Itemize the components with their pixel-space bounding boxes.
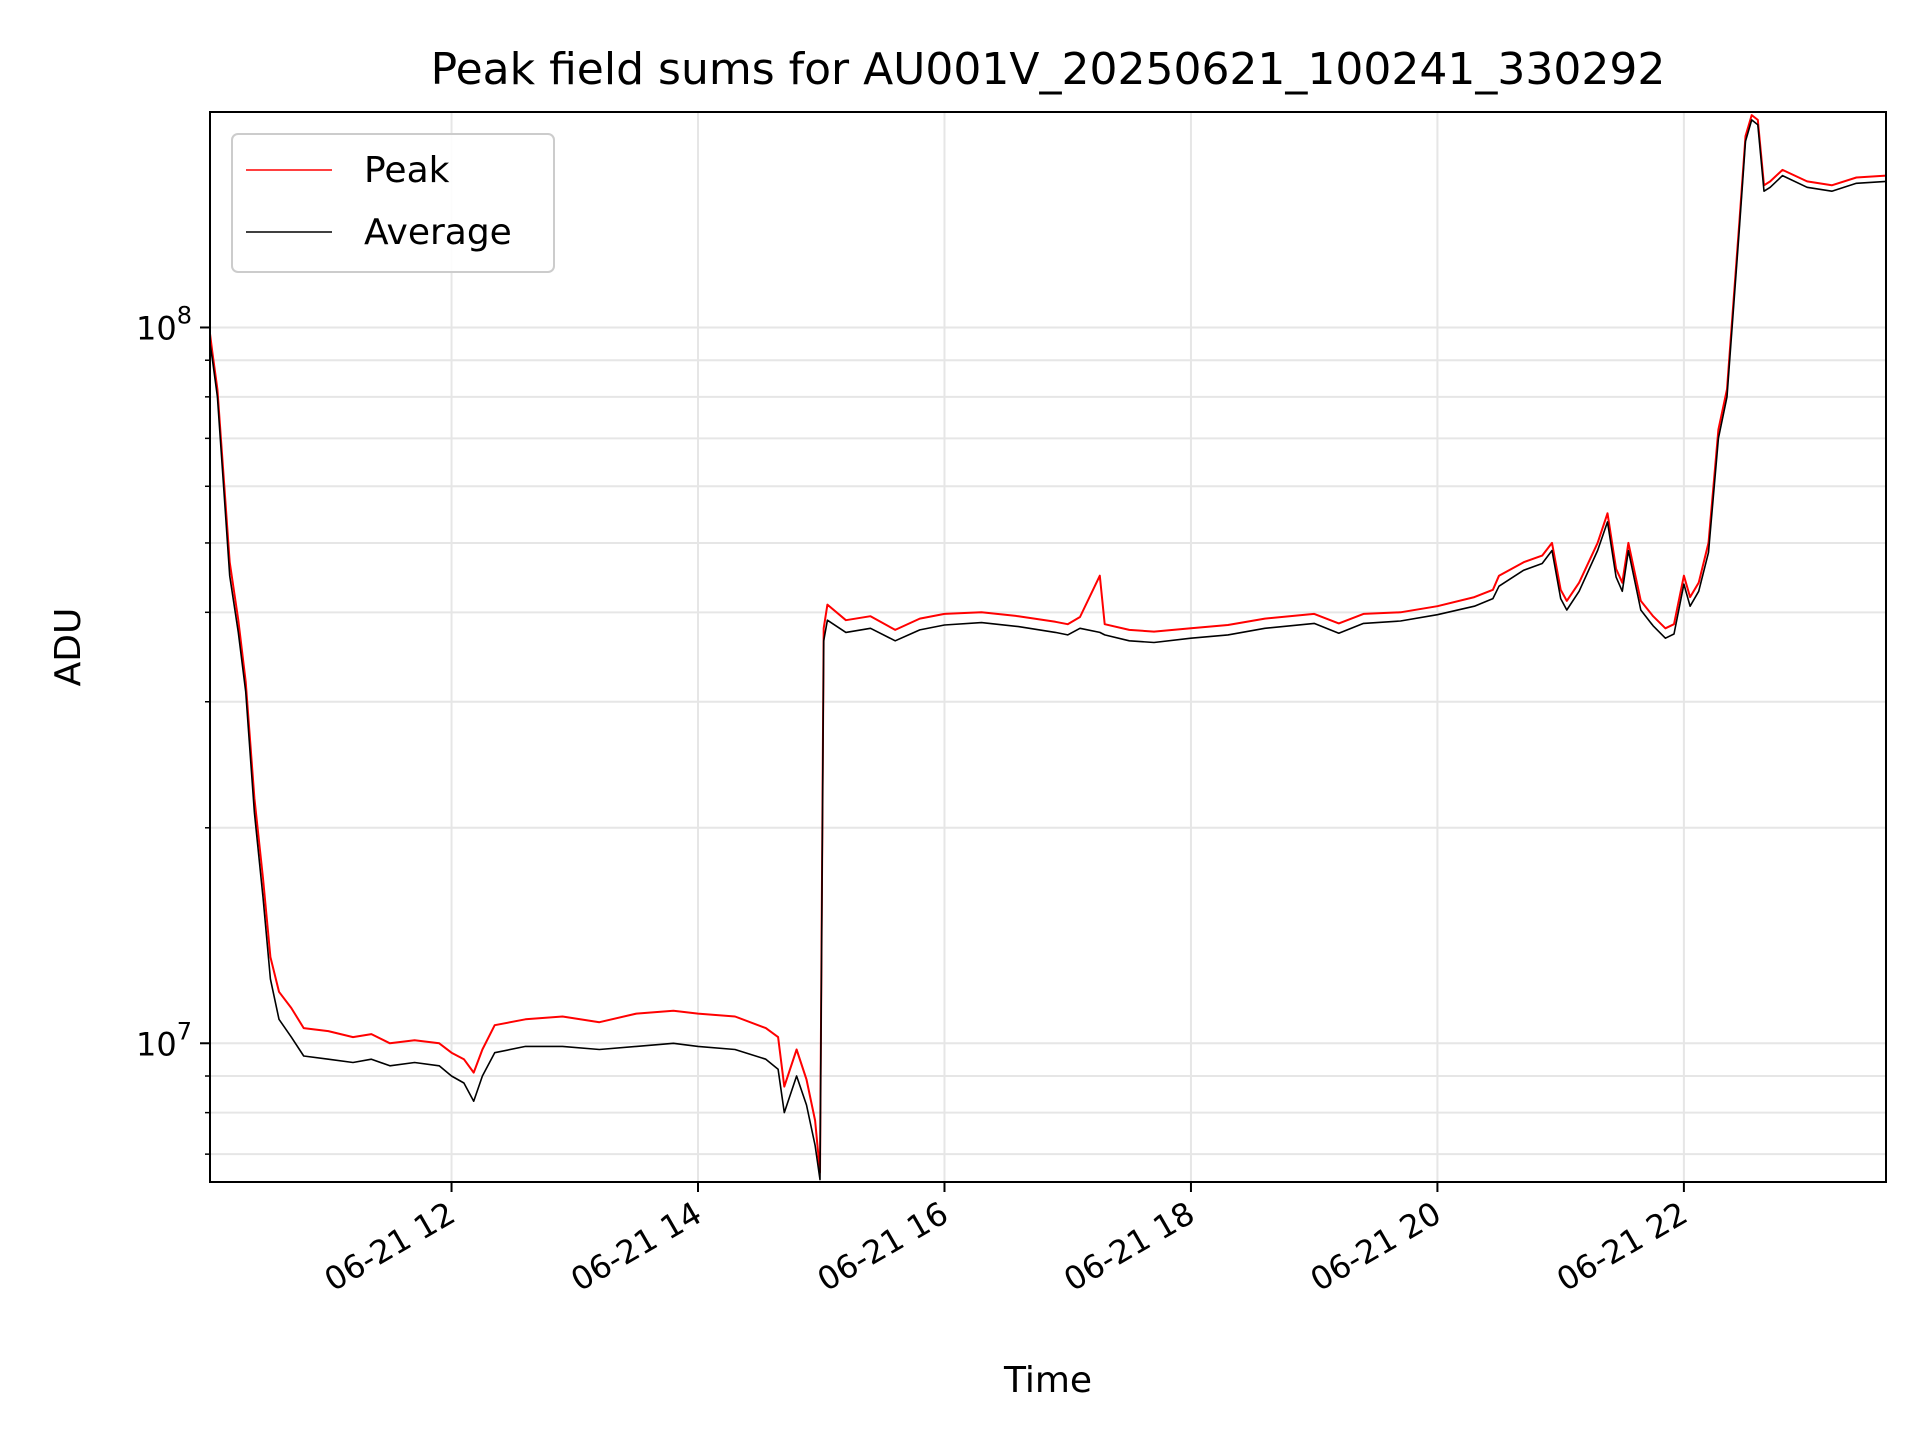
- legend-label-peak: Peak: [364, 150, 450, 191]
- series-line-average: [210, 119, 1886, 1181]
- axes-frame: [209, 111, 1887, 1183]
- y-axis-label: ADU: [48, 608, 89, 687]
- y-axis-ticks: 107 108: [136, 301, 210, 1155]
- legend-box: [231, 133, 555, 273]
- legend-label-average: Average: [364, 212, 512, 253]
- plot-area: [210, 114, 1886, 1181]
- y-tick-label: 108: [136, 301, 192, 347]
- x-axis-label: Time: [1003, 1360, 1092, 1401]
- series-layer: [210, 114, 1886, 1181]
- y-tick-label: 107: [136, 1017, 192, 1063]
- legend: Peak Average: [231, 133, 555, 273]
- grid: [210, 112, 1886, 1182]
- chart-title: Peak field sums for AU001V_20250621_1002…: [431, 44, 1666, 95]
- series-line-peak: [210, 114, 1886, 1174]
